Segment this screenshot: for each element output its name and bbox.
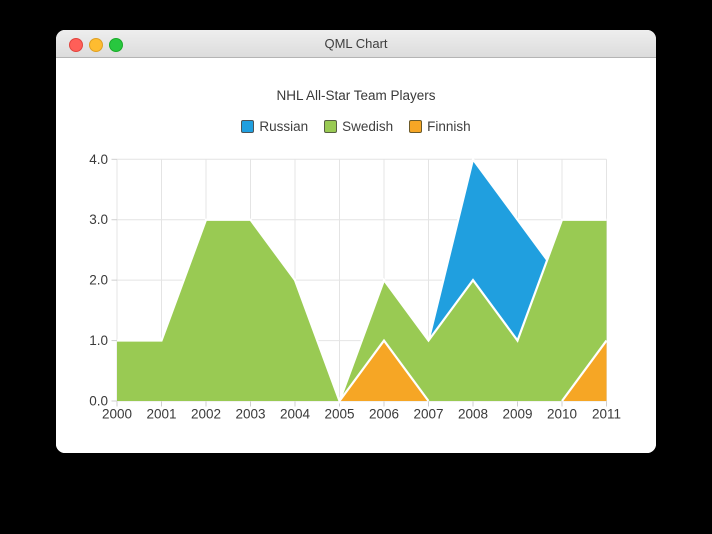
plot-area: 2000 2001 2002 2003 2004 2005 2006 2007 2008 2009… [89, 152, 621, 422]
svg-text:2009: 2009 [502, 407, 532, 422]
legend-item-russian: Russian [241, 119, 308, 134]
svg-text:2003: 2003 [235, 407, 265, 422]
legend-item-swedish: Swedish [324, 119, 393, 134]
svg-text:2006: 2006 [369, 407, 399, 422]
legend-label-swedish: Swedish [342, 119, 394, 134]
chart-view: NHL All-Star Team Players Russian Swedis… [56, 58, 656, 453]
svg-text:2007: 2007 [413, 407, 443, 422]
svg-text:3.0: 3.0 [89, 212, 108, 227]
window-titlebar[interactable]: QML Chart [56, 30, 656, 58]
svg-text:2000: 2000 [102, 407, 132, 422]
chart-title: NHL All-Star Team Players [276, 88, 436, 103]
qml-chart-window: QML Chart NHL All-Star Team Players Russ… [56, 30, 656, 453]
chart-legend: Russian Swedish Finnish [56, 119, 656, 134]
finnish-series-marker-icon [409, 120, 423, 133]
svg-text:1.0: 1.0 [89, 333, 108, 348]
legend-label-russian: Russian [259, 119, 309, 134]
legend-label-finnish: Finnish [427, 119, 471, 134]
svg-text:2.0: 2.0 [89, 273, 108, 288]
svg-text:2002: 2002 [191, 407, 221, 422]
svg-text:2010: 2010 [547, 407, 577, 422]
russian-series-marker-icon [241, 120, 255, 133]
svg-text:2005: 2005 [324, 407, 354, 422]
swedish-series-marker-icon [324, 120, 338, 133]
svg-text:2004: 2004 [280, 407, 311, 422]
minimize-window-button[interactable] [89, 37, 103, 52]
zoom-window-button[interactable] [109, 37, 123, 52]
svg-text:0.0: 0.0 [89, 394, 108, 409]
svg-text:2011: 2011 [592, 407, 621, 422]
svg-text:2001: 2001 [146, 407, 176, 422]
svg-text:2008: 2008 [458, 407, 488, 422]
svg-text:4.0: 4.0 [89, 152, 108, 167]
close-window-button[interactable] [69, 37, 83, 52]
legend-item-finnish: Finnish [409, 119, 471, 134]
window-title: QML Chart [324, 36, 388, 51]
